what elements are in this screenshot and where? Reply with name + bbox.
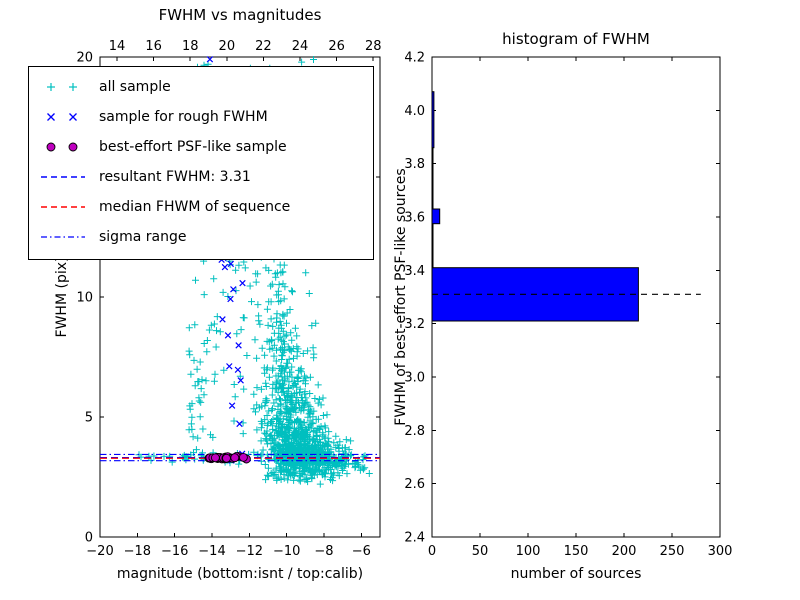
legend-row-median-fwhm: median FHWM of sequence — [39, 192, 373, 222]
scatter-psf-sample — [204, 451, 251, 464]
svg-text:−8: −8 — [314, 544, 333, 559]
svg-text:−14: −14 — [198, 544, 225, 559]
svg-text:50: 50 — [472, 544, 489, 559]
svg-text:3.2: 3.2 — [404, 317, 425, 332]
svg-text:5: 5 — [85, 411, 93, 426]
svg-text:20: 20 — [219, 39, 236, 54]
legend-label: median FHWM of sequence — [99, 199, 291, 215]
legend-row-rough-fwhm: sample for rough FWHM — [39, 102, 373, 132]
left-plot-ylabel: FWHM (pix) — [54, 256, 70, 338]
svg-text:100: 100 — [516, 544, 541, 559]
left-plot-xlabel: magnitude (bottom:isnt / top:calib) — [116, 566, 364, 582]
right-plot-xlabel: number of sources — [510, 566, 642, 582]
svg-text:3.0: 3.0 — [404, 371, 425, 386]
svg-text:200: 200 — [612, 544, 637, 559]
circle-marker-icon — [39, 139, 89, 155]
svg-text:300: 300 — [708, 544, 733, 559]
left-plot-title: FWHM vs magnitudes — [158, 6, 322, 24]
plus-marker-icon — [39, 79, 89, 95]
legend-row-psf-sample: best-effort PSF-like sample — [39, 132, 373, 162]
right-plot-ylabel: FWHM of best-effort PSF-like sources — [393, 168, 409, 426]
svg-text:2.4: 2.4 — [404, 531, 425, 546]
left-tick-labels: −20 −18 −16 −14 −12 −10 −8 −6 14 16 18 20 22 24 26 28 0 5… — [76, 39, 381, 559]
svg-text:3.6: 3.6 — [404, 211, 425, 226]
svg-text:14: 14 — [109, 39, 126, 54]
svg-text:28: 28 — [365, 39, 382, 54]
legend-row-all-sample: all sample — [39, 72, 373, 102]
svg-text:−16: −16 — [161, 544, 188, 559]
x-marker-icon — [39, 109, 89, 125]
right-tick-labels: 0 50 100 150 200 250 300 2.4 2.6 2.8 3.0 3.2 3.4 3.6 3… — [404, 51, 732, 560]
svg-text:0: 0 — [85, 531, 93, 546]
legend-label: resultant FWHM: 3.31 — [99, 169, 251, 185]
svg-text:−10: −10 — [273, 544, 300, 559]
svg-text:−12: −12 — [236, 544, 263, 559]
svg-text:16: 16 — [145, 39, 162, 54]
svg-text:18: 18 — [182, 39, 199, 54]
legend-row-sigma-range: sigma range — [39, 222, 373, 252]
svg-text:3.8: 3.8 — [404, 157, 425, 172]
dashdot-line-icon — [39, 229, 89, 245]
svg-text:2.6: 2.6 — [404, 477, 425, 492]
svg-text:250: 250 — [660, 544, 685, 559]
legend-row-resultant-fwhm: resultant FWHM: 3.31 — [39, 162, 373, 192]
right-plot-title: histogram of FWHM — [502, 30, 650, 48]
legend-label: sigma range — [99, 229, 187, 245]
dashed-line-icon — [39, 199, 89, 215]
svg-text:−20: −20 — [86, 544, 113, 559]
svg-text:2.8: 2.8 — [404, 424, 425, 439]
svg-text:24: 24 — [292, 39, 309, 54]
legend: all sample sample for rough FWHM best-ef… — [28, 66, 374, 260]
svg-text:4.2: 4.2 — [404, 51, 425, 66]
svg-text:3.4: 3.4 — [404, 264, 425, 279]
legend-label: best-effort PSF-like sample — [99, 139, 287, 155]
histogram-bars — [431, 91, 639, 322]
dashed-line-icon — [39, 169, 89, 185]
svg-text:26: 26 — [328, 39, 345, 54]
legend-label: sample for rough FWHM — [99, 109, 268, 125]
svg-text:20: 20 — [76, 51, 93, 66]
svg-text:−6: −6 — [352, 544, 371, 559]
svg-text:−18: −18 — [124, 544, 151, 559]
svg-text:150: 150 — [564, 544, 589, 559]
legend-label: all sample — [99, 79, 171, 95]
left-axes — [99, 56, 381, 538]
svg-text:4.0: 4.0 — [404, 104, 425, 119]
svg-text:10: 10 — [76, 291, 93, 306]
svg-text:22: 22 — [255, 39, 272, 54]
svg-text:0: 0 — [428, 544, 436, 559]
